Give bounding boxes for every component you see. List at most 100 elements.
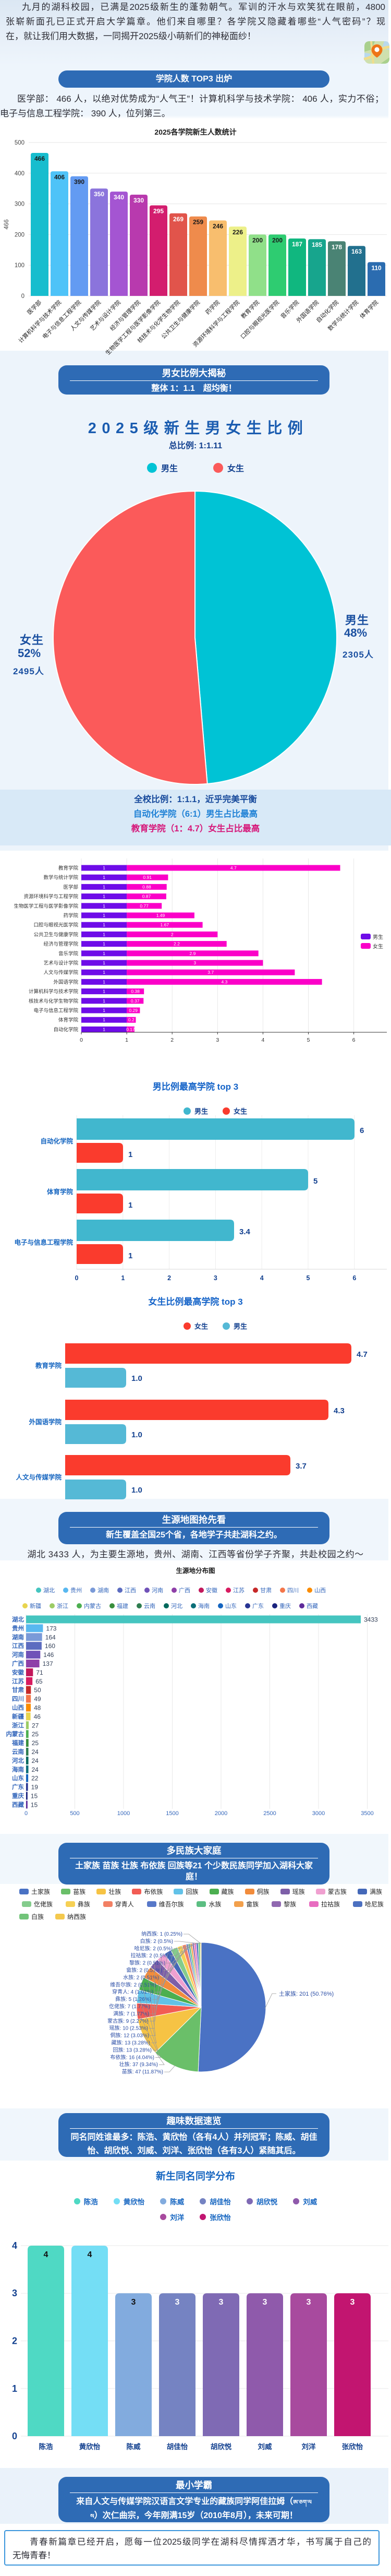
svg-text:海南: 海南 xyxy=(12,1766,24,1773)
svg-text:内蒙古: 内蒙古 xyxy=(6,1731,25,1738)
svg-text:1: 1 xyxy=(103,875,105,880)
svg-text:3: 3 xyxy=(307,2298,311,2307)
svg-text:19: 19 xyxy=(31,1784,39,1791)
svg-text:0.77: 0.77 xyxy=(140,903,149,909)
svg-text:江苏: 江苏 xyxy=(12,1677,24,1685)
svg-text:1: 1 xyxy=(121,1274,125,1282)
svg-text:340: 340 xyxy=(114,194,124,201)
svg-text:2: 2 xyxy=(167,1274,171,1282)
svg-text:陈浩: 陈浩 xyxy=(39,2442,53,2451)
svg-text:满族: 7 (1.77%): 满族: 7 (1.77%) xyxy=(113,2010,149,2017)
svg-text:2.2: 2.2 xyxy=(174,941,180,947)
svg-text:自动化学院: 自动化学院 xyxy=(53,1027,78,1033)
svg-text:137: 137 xyxy=(43,1660,53,1667)
svg-text:人文与传媒学院: 人文与传媒学院 xyxy=(16,1473,62,1481)
svg-text:0: 0 xyxy=(12,2431,17,2441)
svg-text:外国语学院: 外国语学院 xyxy=(53,979,78,985)
svg-text:人文与传媒学院: 人文与传媒学院 xyxy=(43,970,78,976)
svg-text:福建: 福建 xyxy=(117,1602,128,1609)
svg-text:重庆: 重庆 xyxy=(12,1792,24,1799)
svg-text:彝族: 5 (1.26%): 彝族: 5 (1.26%) xyxy=(115,1996,151,2002)
svg-text:330: 330 xyxy=(133,197,144,204)
svg-text:1: 1 xyxy=(103,884,105,889)
svg-text:男生: 男生 xyxy=(373,934,383,940)
svg-text:406: 406 xyxy=(54,173,65,181)
svg-text:蒙古族: 9 (2.27%): 蒙古族: 9 (2.27%) xyxy=(107,2018,149,2024)
svg-text:2.9: 2.9 xyxy=(189,951,196,956)
svg-text:2: 2 xyxy=(12,2336,17,2346)
svg-text:仡佬族: 7 (1.77%): 仡佬族: 7 (1.77%) xyxy=(109,2003,150,2010)
svg-text:1.0: 1.0 xyxy=(131,1430,142,1439)
svg-text:外国语学院: 外国语学院 xyxy=(28,1418,62,1426)
svg-text:电子与信息工程学院: 电子与信息工程学院 xyxy=(33,1008,78,1014)
svg-text:6: 6 xyxy=(352,1037,356,1043)
svg-text:350: 350 xyxy=(94,190,104,198)
svg-text:5: 5 xyxy=(307,1037,310,1043)
svg-text:500: 500 xyxy=(15,140,25,146)
svg-text:226: 226 xyxy=(233,229,243,236)
svg-text:3000: 3000 xyxy=(312,1810,325,1817)
svg-text:畲族: 2 (0.51%): 畲族: 2 (0.51%) xyxy=(126,1967,162,1974)
svg-text:1500: 1500 xyxy=(166,1810,178,1817)
svg-text:苗族: 47 (11.87%): 苗族: 47 (11.87%) xyxy=(122,2068,163,2075)
svg-text:1: 1 xyxy=(103,998,105,1004)
svg-text:河南: 河南 xyxy=(12,1651,24,1659)
svg-text:269: 269 xyxy=(173,216,184,223)
svg-text:0.38: 0.38 xyxy=(131,989,140,994)
svg-text:0.91: 0.91 xyxy=(143,875,152,880)
svg-text:口腔与眼视光医学院: 口腔与眼视光医学院 xyxy=(239,299,280,340)
svg-text:四川: 四川 xyxy=(287,1588,299,1594)
svg-text:刘洋: 刘洋 xyxy=(302,2442,316,2451)
svg-text:刘威: 刘威 xyxy=(258,2442,273,2451)
svg-text:布依族: 16 (4.04%): 布依族: 16 (4.04%) xyxy=(111,2054,154,2060)
svg-text:1: 1 xyxy=(125,1037,128,1043)
svg-text:广西: 广西 xyxy=(179,1587,190,1594)
svg-text:2500: 2500 xyxy=(263,1810,276,1817)
svg-text:经济与管理学院: 经济与管理学院 xyxy=(43,941,78,947)
svg-text:24: 24 xyxy=(32,1757,39,1764)
svg-text:教育学院: 教育学院 xyxy=(35,1362,62,1369)
svg-text:体育学院: 体育学院 xyxy=(47,1188,74,1196)
svg-text:0.2: 0.2 xyxy=(128,1017,135,1022)
svg-text:0.17: 0.17 xyxy=(126,1027,135,1032)
svg-text:400: 400 xyxy=(15,171,25,177)
svg-text:1.0: 1.0 xyxy=(131,1374,142,1383)
svg-text:1: 1 xyxy=(103,913,105,918)
svg-text:江苏: 江苏 xyxy=(233,1587,245,1594)
svg-text:土家族: 201 (50.76%): 土家族: 201 (50.76%) xyxy=(279,1990,334,1997)
svg-text:100: 100 xyxy=(15,263,25,269)
svg-text:浙江: 浙江 xyxy=(57,1603,68,1609)
svg-text:1: 1 xyxy=(128,1251,132,1260)
svg-text:3: 3 xyxy=(214,1274,217,1282)
svg-text:164: 164 xyxy=(45,1633,56,1641)
svg-text:0: 0 xyxy=(75,1274,79,1282)
svg-text:1: 1 xyxy=(103,941,105,947)
svg-text:0.87: 0.87 xyxy=(142,894,151,899)
svg-text:50: 50 xyxy=(34,1687,41,1694)
svg-text:新疆: 新疆 xyxy=(12,1713,24,1720)
svg-text:医学部: 医学部 xyxy=(63,884,78,890)
svg-text:48: 48 xyxy=(34,1704,41,1712)
svg-text:电子与信息工程学院: 电子与信息工程学院 xyxy=(14,1238,73,1246)
svg-text:水族: 2 (0.51%): 水族: 2 (0.51%) xyxy=(123,1974,159,1981)
svg-text:1: 1 xyxy=(103,1017,105,1022)
svg-text:4.3: 4.3 xyxy=(334,1406,345,1415)
svg-text:张欣怡: 张欣怡 xyxy=(342,2442,363,2451)
svg-text:1.49: 1.49 xyxy=(156,913,165,918)
svg-text:湖南: 湖南 xyxy=(12,1633,24,1641)
svg-text:计算机科学与技术学院: 计算机科学与技术学院 xyxy=(29,988,79,995)
svg-text:163: 163 xyxy=(351,248,362,255)
svg-text:24: 24 xyxy=(32,1748,39,1756)
svg-text:自动化学院: 自动化学院 xyxy=(40,1137,73,1145)
svg-text:1: 1 xyxy=(103,979,105,984)
svg-text:300: 300 xyxy=(15,201,25,208)
svg-text:3: 3 xyxy=(263,2298,267,2307)
svg-text:259: 259 xyxy=(193,219,203,226)
svg-text:173: 173 xyxy=(46,1625,56,1632)
svg-text:1: 1 xyxy=(12,2383,17,2394)
svg-text:0: 0 xyxy=(80,1037,83,1043)
svg-text:15: 15 xyxy=(31,1801,38,1808)
svg-text:艺术与设计学院: 艺术与设计学院 xyxy=(43,960,78,967)
svg-text:2: 2 xyxy=(170,1037,174,1043)
svg-text:白族: 2 (0.5%): 白族: 2 (0.5%) xyxy=(140,1938,173,1945)
